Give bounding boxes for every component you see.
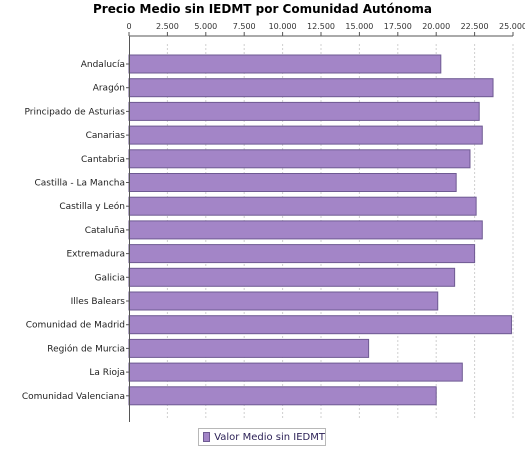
legend-swatch [203,432,211,442]
bar [128,220,483,240]
category-label: La Rioja [89,368,125,378]
legend-label: Valor Medio sin IEDMT [214,431,325,443]
bar [128,291,439,311]
bar [128,78,494,98]
bar [128,362,463,382]
category-label: Illes Balears [71,297,126,307]
category-label: Galicia [95,273,125,283]
legend: Valor Medio sin IEDMT [198,428,326,446]
bar [128,267,456,287]
category-labels: Andalucía Aragón Principado de Asturias Can… [22,60,129,402]
category-label: Cantabria [81,155,125,165]
bar [128,149,471,169]
x-tick-label: 17.500 [384,22,412,31]
bar [128,196,477,216]
category-label: Cataluña [85,226,125,236]
x-tick-label: 25.000 [499,22,525,31]
bar [128,386,437,406]
category-label: Aragón [93,83,125,94]
category-label: Comunidad de Madrid [26,321,125,331]
bar [128,315,512,335]
x-tick-label: 5.000 [194,22,217,31]
x-tick-label: 22.500 [461,22,489,31]
x-tick-label: 10.000 [269,22,297,31]
x-tick-label: 0 [126,22,131,31]
x-tick-label: 7.500 [233,22,256,31]
category-label: Comunidad Valenciana [22,392,125,402]
x-tick-label: 12.500 [307,22,335,31]
category-label: Principado de Asturias [24,107,125,117]
x-tick-label: 2.500 [156,22,179,31]
bar [128,338,370,358]
bar [128,54,442,74]
category-label: Castilla - La Mancha [34,179,125,189]
bars [128,54,512,406]
category-label: Castilla y León [59,201,125,212]
chart-title: Precio Medio sin IEDMT por Comunidad Aut… [93,2,432,16]
bar [128,173,457,192]
category-label: Región de Murcia [47,343,125,354]
category-label: Andalucía [81,60,125,70]
category-label: Canarias [86,131,126,141]
bar [128,125,483,145]
bar [128,101,480,121]
bar [128,244,476,264]
x-tick-label: 20.000 [422,22,450,31]
x-axis-ticks: 0 2.500 5.000 7.500 10.000 12.500 15.000 17.500… [126,22,525,36]
x-tick-label: 15.000 [345,22,373,31]
category-label: Extremadura [67,250,126,260]
